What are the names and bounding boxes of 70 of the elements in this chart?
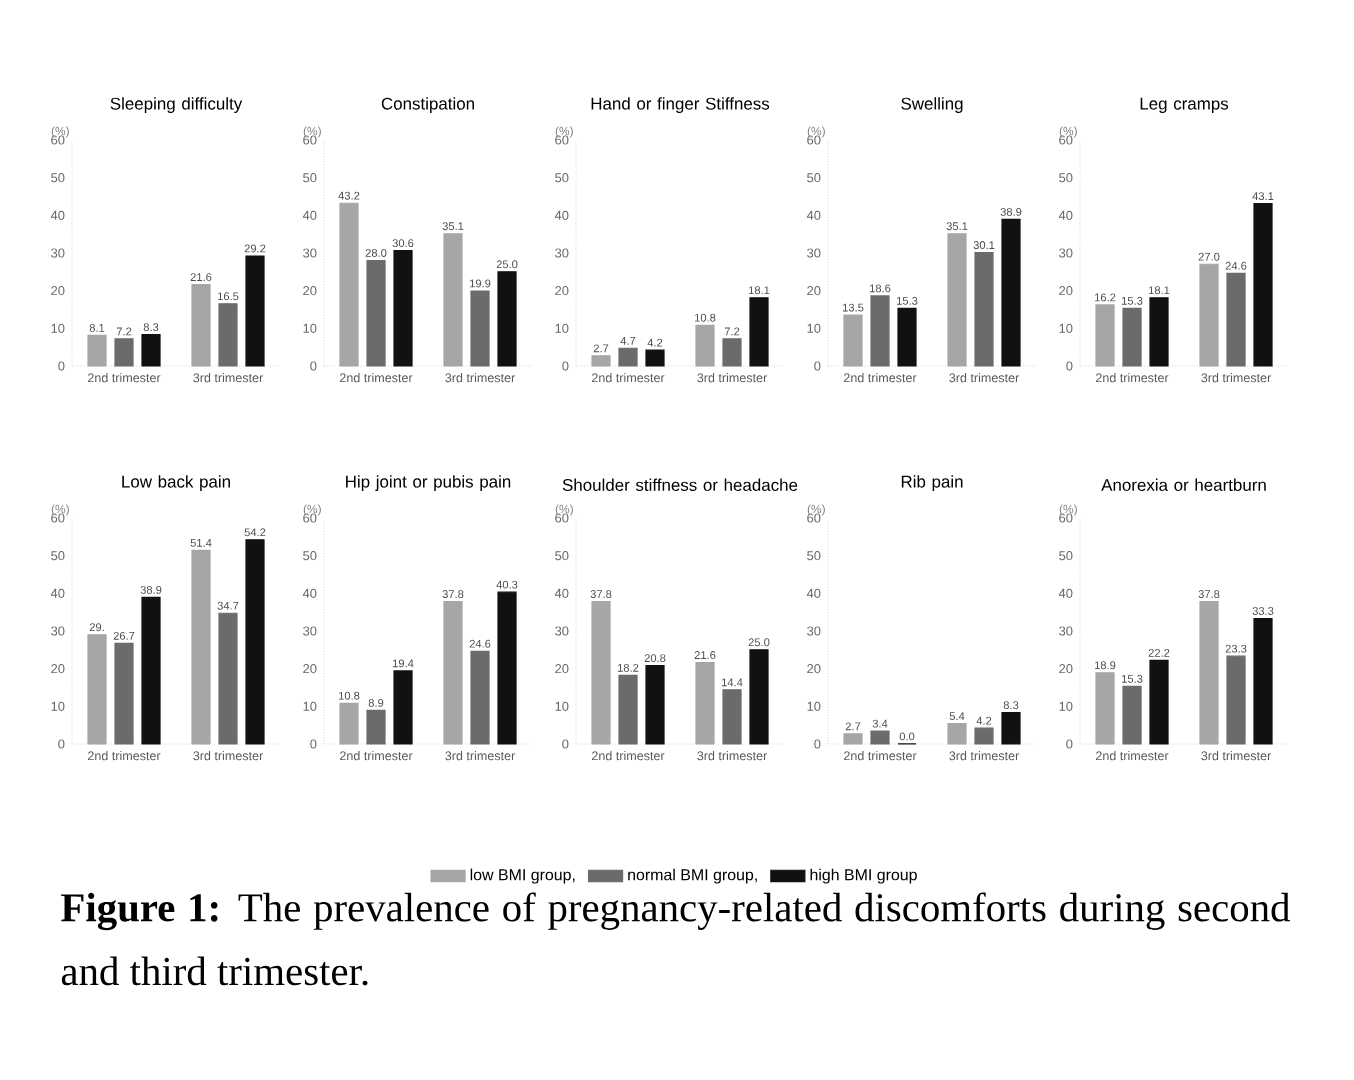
bar	[497, 591, 517, 745]
bar	[695, 662, 715, 745]
bar	[645, 349, 665, 367]
bar	[870, 730, 890, 745]
chart-title: Anorexia or heartburn	[1101, 478, 1266, 491]
bar	[749, 297, 769, 367]
bar	[1149, 659, 1169, 745]
bar	[366, 709, 386, 745]
bar	[470, 650, 490, 745]
bar	[591, 601, 611, 745]
bar	[339, 702, 359, 745]
bar	[245, 255, 265, 367]
bar	[141, 334, 161, 367]
bar	[114, 642, 134, 745]
bar	[1122, 685, 1142, 745]
chart-title: Constipation	[381, 97, 474, 113]
bar	[695, 324, 715, 367]
bar	[87, 334, 107, 367]
bar	[870, 295, 890, 367]
bar	[1253, 203, 1273, 367]
bar	[947, 723, 967, 745]
bar	[366, 259, 386, 367]
bar	[1253, 617, 1273, 745]
bar	[843, 733, 863, 745]
bar	[722, 338, 742, 367]
bar	[1001, 218, 1021, 367]
bar	[443, 601, 463, 745]
bar	[749, 649, 769, 745]
chart-title: Leg cramps	[1140, 97, 1229, 113]
bar	[974, 727, 994, 745]
bar	[618, 674, 638, 745]
bar	[1226, 655, 1246, 745]
bar	[1095, 304, 1115, 367]
bar	[141, 596, 161, 745]
chart-title: Swelling	[901, 97, 963, 113]
bar	[1149, 297, 1169, 367]
bar	[1199, 601, 1219, 745]
bar	[897, 307, 917, 367]
chart-title: Rib pain	[901, 475, 963, 491]
bar	[974, 252, 994, 367]
bar	[393, 250, 413, 367]
bar	[393, 670, 413, 745]
bar	[218, 303, 238, 367]
bar	[645, 665, 665, 745]
bar	[245, 539, 265, 745]
text: Figure 1: The prevalence of pregnancy-related discomforts during second and third trimester.	[61, 892, 1291, 986]
chart-title: Shoulder stiffness or headache	[562, 478, 798, 491]
bar	[843, 314, 863, 367]
bar	[443, 233, 463, 367]
chart-title: Sleeping difficulty	[110, 97, 243, 113]
bar	[1095, 672, 1115, 745]
bar	[618, 347, 638, 367]
bar	[1122, 307, 1142, 367]
bar	[218, 612, 238, 745]
bar	[1226, 272, 1246, 367]
bar	[470, 290, 490, 367]
chart-title: Low back pain	[122, 475, 230, 491]
bar	[1001, 712, 1021, 745]
bar	[191, 284, 211, 367]
bar	[497, 271, 517, 367]
bar	[191, 549, 211, 745]
bar	[947, 233, 967, 367]
chart-title: Hip joint or pubis pain	[346, 475, 511, 491]
bar	[1199, 263, 1219, 367]
chart-title: Hand or finger Stiffness	[591, 97, 770, 113]
bar	[87, 634, 107, 745]
bar	[722, 689, 742, 745]
bar	[591, 355, 611, 367]
bar	[339, 202, 359, 367]
bar	[114, 338, 134, 367]
